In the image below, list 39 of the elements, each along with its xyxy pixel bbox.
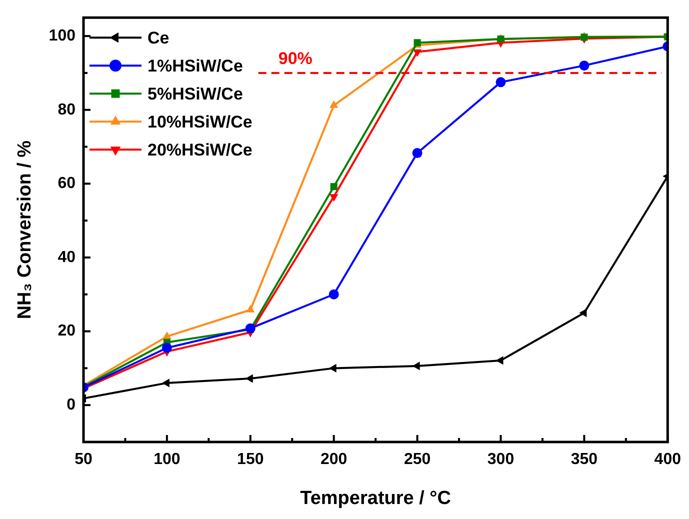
y-tick-label: 0 [66, 396, 76, 414]
x-tick-label: 300 [487, 451, 514, 468]
x-tick-label: 250 [404, 451, 431, 468]
y-tick-label: 20 [58, 322, 76, 340]
point [162, 331, 172, 339]
point [245, 374, 253, 383]
legend-label: 5%HSiW/Ce [147, 84, 243, 104]
y-tick-label: 100 [48, 27, 76, 44]
y-tick-label: 80 [58, 101, 76, 118]
y-tick-label: 60 [58, 175, 76, 192]
x-tick-label: 100 [154, 451, 180, 468]
legend-label: 20%HSiW/Ce [147, 140, 252, 160]
point [412, 362, 420, 370]
point [330, 194, 338, 202]
point [328, 364, 336, 373]
y-axis-title: NH₃ Conversion / % [14, 140, 36, 320]
x-tick-label: 200 [320, 451, 348, 468]
point [496, 356, 504, 365]
point [162, 342, 172, 353]
y-tick-label: 40 [58, 248, 76, 266]
x-tick-label: 50 [74, 451, 92, 468]
x-tick-label: 150 [237, 451, 264, 468]
point [412, 148, 422, 158]
x-tick-label: 400 [654, 451, 682, 468]
point [330, 183, 338, 190]
point [328, 289, 339, 300]
point [579, 60, 590, 71]
point [579, 308, 587, 318]
x-tick-label: 350 [570, 451, 598, 468]
legend-label: Ce [147, 28, 170, 48]
point [245, 323, 256, 334]
point [246, 304, 255, 312]
legend-label: 1%HSiW/Ce [147, 56, 243, 76]
point [162, 378, 170, 388]
point [496, 77, 506, 88]
x-axis-title: Temperature / °C [300, 488, 452, 509]
ref-line-label: 90% [278, 49, 312, 68]
legend-label: 10%HSiW/Ce [147, 112, 252, 132]
point [412, 49, 422, 57]
